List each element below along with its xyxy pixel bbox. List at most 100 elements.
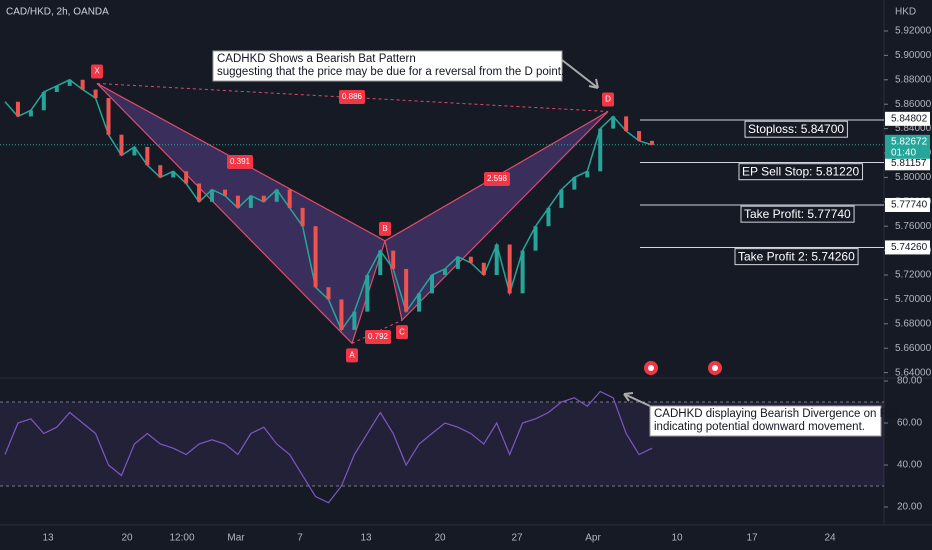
pivot-badge [379,221,391,236]
candle [184,171,189,184]
candle [442,268,447,276]
candle [637,131,642,141]
y-tick-label: 5.84000 [895,123,932,134]
x-tick-label: 10 [671,533,683,544]
ratio-label: 0.886 [342,92,363,101]
candle [430,275,435,294]
pivot-badge [602,92,614,107]
candle [650,140,654,145]
y-tick-label: 5.88000 [895,74,932,85]
level-label: Take Profit 2: 5.74260 [738,250,855,264]
currency: HKD [895,7,916,18]
candle [119,134,124,156]
candle [559,189,564,208]
annotation-box [212,50,563,82]
candle [28,110,33,117]
candle [15,101,20,117]
candle [624,116,629,132]
y-tick-label: 5.92000 [895,26,932,37]
x-tick-label: 13 [360,533,372,544]
candle [80,79,85,90]
countdown: 01:40 [891,147,916,158]
pivot-label: C [399,327,405,336]
candle [326,287,331,300]
pivot-badge [396,325,408,340]
level-label: Take Profit: 5.77740 [744,207,851,221]
y-tick-label: 5.72000 [895,270,932,281]
candle [507,244,512,294]
ratio-badge [227,155,253,169]
candle [93,89,98,99]
ratio-badge [484,172,510,186]
candle [481,262,486,276]
candle [533,226,538,251]
candle [611,116,616,129]
candle [145,146,150,166]
y-tick-label: 5.76000 [895,221,932,232]
arrow [561,59,599,89]
candle [235,195,240,208]
x-tick-label: 17 [746,533,758,544]
annotation-box [649,405,882,437]
candle [455,256,460,269]
candle [274,189,279,202]
pivot-badge [346,348,358,363]
ratio-label: 0.391 [230,157,251,166]
y-tick-label: 5.86000 [895,99,932,110]
x-tick-label: 7 [297,533,303,544]
pivot-badge [91,64,103,79]
candle [404,268,409,312]
candle [585,171,590,178]
candle [300,207,305,227]
annotation-text: suggesting that the price may be due for… [217,66,564,78]
event-dot [712,365,718,371]
y-tick-label: 5.66000 [895,343,932,354]
x-tick-label: 20 [121,533,133,544]
y-tick-label: 5.90000 [895,50,932,61]
candle [378,250,383,276]
axis-tag [885,197,930,212]
last-price-label: 5.82672 [891,136,928,147]
pivot-label: A [349,350,355,359]
pattern-diagonal [96,82,609,113]
annotation-text: indicating potential downward movement. [654,421,865,433]
x-tick-label: 24 [824,533,836,544]
arrow [623,392,651,407]
rsi-line [4,390,653,504]
level-label: EP Sell Stop: 5.81220 [742,165,860,179]
ratio-badge [339,90,365,104]
candle [171,171,176,178]
y-tick-label: 5.70000 [895,294,932,305]
x-tick-label: 20 [434,533,446,544]
axis-tag-label: 5.77740 [891,200,928,211]
level-box [734,248,859,266]
candle [54,85,59,92]
candle [210,189,215,202]
rsi-tick-label: 60.00 [897,418,922,429]
rsi-tick-label: 40.00 [897,460,922,471]
x-tick-label: Apr [585,533,601,544]
candle [132,146,137,156]
x-tick-label: 27 [511,533,523,544]
x-tick-label: 13 [42,533,54,544]
annotation-text: CADHKD displaying Bearish Divergence on … [654,408,902,420]
candle [313,226,318,288]
candle [417,293,422,312]
ratio-label: 2.598 [487,174,508,183]
candle [248,195,253,208]
candle [365,275,370,312]
candle [197,183,202,202]
level-box [738,163,864,181]
rsi-tick-label: 20.00 [897,502,922,513]
rsi-tick-label: 80.00 [897,376,922,387]
candle [352,311,357,330]
axis-tag-label: 5.84802 [891,113,928,124]
candle [158,165,163,178]
candle [287,189,292,208]
candle [67,79,72,86]
y-tick-label: 5.64000 [895,367,932,378]
candle [468,256,473,263]
candle [339,299,344,330]
